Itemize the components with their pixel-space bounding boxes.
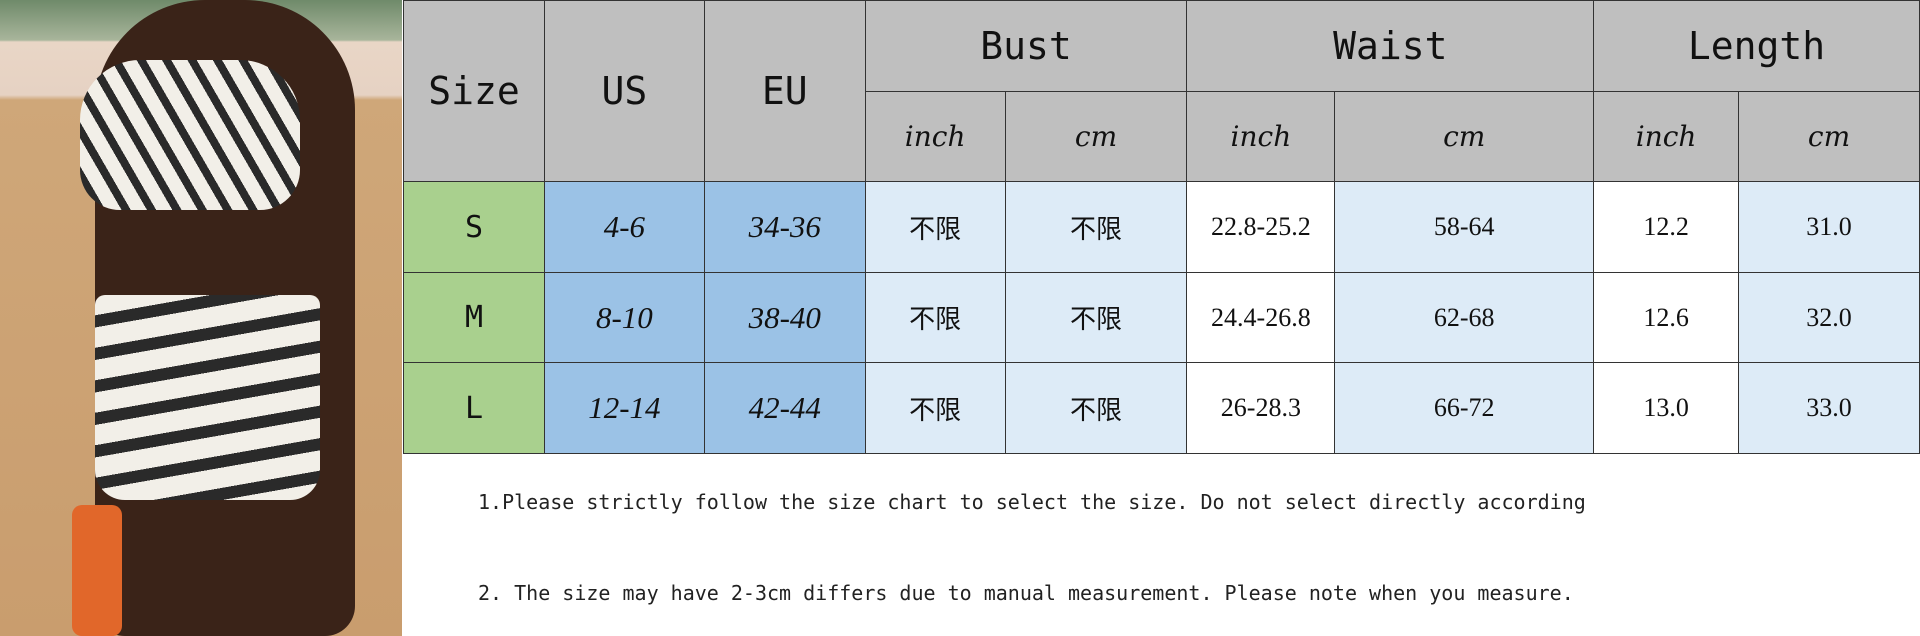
note-1: 1.Please strictly follow the size chart … <box>478 490 1586 514</box>
cell-eu: 42-44 <box>703 362 866 454</box>
cell-us: 8-10 <box>543 272 705 363</box>
cell-length-inch: 12.6 <box>1593 272 1740 363</box>
note-2: 2. The size may have 2-3cm differs due t… <box>478 581 1574 605</box>
cell-eu: 34-36 <box>703 181 866 273</box>
cell-us: 4-6 <box>543 181 705 273</box>
header-waist: Waist <box>1186 0 1595 92</box>
header-length: Length <box>1593 0 1920 92</box>
cell-waist-inch: 26-28.3 <box>1186 362 1336 454</box>
cell-length-cm: 33.0 <box>1738 362 1920 454</box>
cell-waist-inch: 24.4-26.8 <box>1186 272 1336 363</box>
subheader-waist-cm: cm <box>1334 91 1595 182</box>
cell-bust-cm: 不限 <box>1004 362 1188 454</box>
orange-bag <box>72 505 122 636</box>
cell-size: L <box>403 362 545 454</box>
header-us: US <box>543 0 705 182</box>
cell-bust-cm: 不限 <box>1004 181 1188 273</box>
cell-waist-inch: 22.8-25.2 <box>1186 181 1336 273</box>
cell-bust-inch: 不限 <box>864 181 1006 273</box>
bikini-top <box>80 60 300 210</box>
cell-size: M <box>403 272 545 363</box>
table-row: S 4-6 34-36 不限 不限 22.8-25.2 58-64 12.2 3… <box>403 181 1920 273</box>
cell-bust-cm: 不限 <box>1004 272 1188 363</box>
cell-length-cm: 31.0 <box>1738 181 1920 273</box>
cell-length-inch: 12.2 <box>1593 181 1740 273</box>
subheader-length-cm: cm <box>1738 91 1920 182</box>
cell-eu: 38-40 <box>703 272 866 363</box>
subheader-bust-cm: cm <box>1004 91 1188 182</box>
subheader-bust-inch: inch <box>864 91 1006 182</box>
cell-length-cm: 32.0 <box>1738 272 1920 363</box>
cell-waist-cm: 66-72 <box>1334 362 1595 454</box>
header-size: Size <box>403 0 545 182</box>
cell-waist-cm: 62-68 <box>1334 272 1595 363</box>
table-row: M 8-10 38-40 不限 不限 24.4-26.8 62-68 12.6 … <box>403 272 1920 363</box>
cell-size: S <box>403 181 545 273</box>
size-chart-table: Size US EU Bust Waist Length inch cm inc… <box>403 0 1920 454</box>
subheader-length-inch: inch <box>1593 91 1740 182</box>
cell-waist-cm: 58-64 <box>1334 181 1595 273</box>
header-bust: Bust <box>864 0 1188 92</box>
cell-length-inch: 13.0 <box>1593 362 1740 454</box>
header-eu: EU <box>703 0 866 182</box>
cell-us: 12-14 <box>543 362 705 454</box>
table-row: L 12-14 42-44 不限 不限 26-28.3 66-72 13.0 3… <box>403 362 1920 454</box>
crochet-shorts <box>95 295 320 500</box>
cell-bust-inch: 不限 <box>864 272 1006 363</box>
cell-bust-inch: 不限 <box>864 362 1006 454</box>
subheader-waist-inch: inch <box>1186 91 1336 182</box>
product-photo <box>0 0 402 636</box>
